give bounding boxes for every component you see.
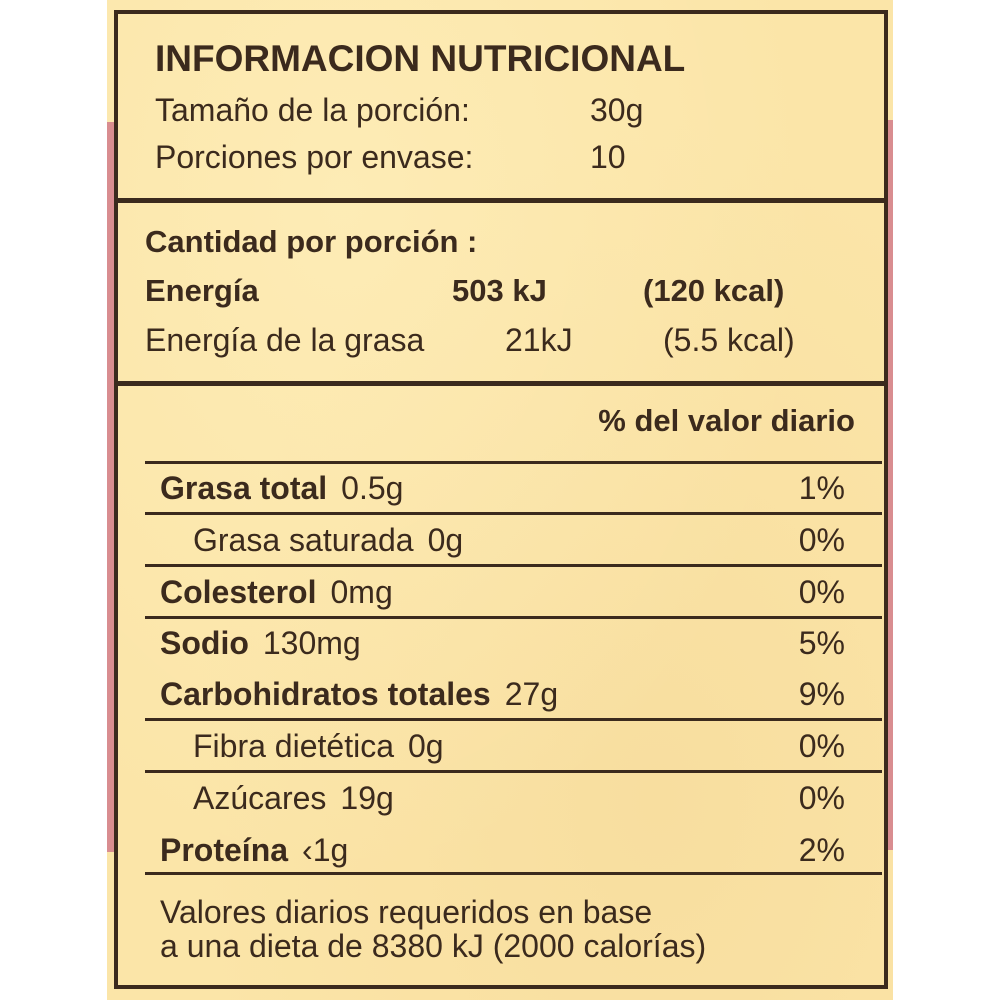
daily-value-heading: % del valor diario	[598, 403, 855, 438]
nutrient-name: Sodio	[160, 625, 249, 661]
package-edge-left	[107, 122, 115, 852]
label-paper	[107, 0, 893, 1000]
nutrient-daily-value: 1%	[798, 470, 845, 506]
divider-heavy	[118, 381, 884, 386]
label-title: INFORMACION NUTRICIONAL	[155, 38, 686, 79]
nutrient-name: Grasa saturada	[193, 522, 414, 558]
footer-line-2: a una dieta de 8380 kJ (2000 calorías)	[160, 928, 707, 964]
nutrient-daily-value: 2%	[798, 832, 845, 868]
nutrient-daily-value: 0%	[798, 574, 845, 610]
divider	[145, 512, 882, 515]
divider	[145, 770, 882, 773]
nutrient-name: Colesterol	[160, 574, 317, 610]
servings-value: 10	[590, 139, 626, 175]
nutrient-amount: 27g	[504, 676, 559, 712]
energy-kcal: (120 kcal)	[643, 273, 785, 308]
divider	[145, 872, 882, 875]
nutrient-name: Azúcares	[193, 780, 327, 816]
nutrition-facts-box	[114, 10, 888, 989]
nutrient-daily-value: 0%	[798, 522, 845, 558]
energy-kj: 503 kJ	[452, 273, 547, 308]
nutrient-name: Grasa total	[160, 470, 328, 506]
nutrient-daily-value: 5%	[798, 625, 845, 661]
nutrient-name: Carbohidratos totales	[160, 676, 491, 712]
fat-energy-label: Energía de la grasa	[145, 322, 425, 358]
nutrient-label: Fibra dietética 0g	[193, 730, 444, 762]
divider	[145, 616, 882, 619]
nutrient-amount: 19g	[340, 780, 394, 816]
nutrient-label: Proteína ‹1g	[160, 834, 348, 866]
serving-size-value: 30g	[590, 92, 644, 128]
nutrient-daily-value: 9%	[798, 676, 845, 712]
servings-label: Porciones por envase:	[155, 139, 474, 175]
package-edge-right	[885, 120, 893, 850]
fat-energy-kcal: (5.5 kcal)	[663, 322, 795, 358]
nutrient-label: Grasa total 0.5g	[160, 472, 403, 504]
nutrient-amount: 0g	[427, 522, 464, 558]
serving-size-label: Tamaño de la porción:	[155, 92, 470, 128]
divider	[145, 461, 882, 464]
footer-line-1: Valores diarios requeridos en base	[160, 894, 653, 930]
nutrient-amount: 0.5g	[341, 470, 404, 506]
divider	[145, 718, 882, 721]
fat-energy-kj: 21kJ	[505, 322, 573, 358]
nutrient-label: Azúcares 19g	[193, 782, 394, 814]
divider	[145, 564, 882, 567]
nutrient-label: Grasa saturada 0g	[193, 524, 463, 556]
nutrient-label: Carbohidratos totales 27g	[160, 678, 558, 710]
nutrient-amount: ‹1g	[302, 832, 349, 868]
energy-label: Energía	[145, 273, 259, 308]
nutrient-amount: 0g	[407, 728, 444, 764]
nutrient-name: Proteína	[160, 832, 289, 868]
nutrient-daily-value: 0%	[798, 780, 845, 816]
amount-per-serving-heading: Cantidad por porción :	[145, 224, 478, 259]
divider-heavy	[118, 198, 884, 203]
nutrient-daily-value: 0%	[798, 728, 845, 764]
nutrient-label: Colesterol 0mg	[160, 576, 393, 608]
nutrient-name: Fibra dietética	[193, 728, 394, 764]
nutrient-amount: 130mg	[262, 625, 361, 661]
nutrient-label: Sodio 130mg	[160, 627, 361, 659]
nutrient-amount: 0mg	[330, 574, 393, 610]
